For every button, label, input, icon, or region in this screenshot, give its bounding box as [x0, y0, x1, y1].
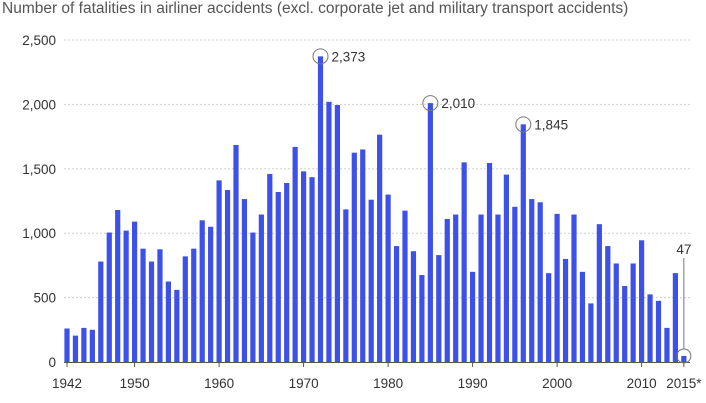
bar	[267, 173, 273, 362]
annotation-marker	[312, 48, 329, 65]
bar	[182, 256, 188, 362]
bar	[410, 251, 417, 362]
bar	[486, 163, 493, 362]
annotation-marker	[422, 95, 439, 112]
x-tick-label: 1980	[373, 376, 403, 391]
bar	[123, 230, 129, 362]
y-tick-label: 500	[33, 291, 56, 306]
bar	[284, 182, 290, 362]
bar	[174, 289, 180, 362]
bar	[89, 329, 95, 362]
bar	[317, 56, 324, 363]
annotation-label: 2,010	[441, 96, 475, 111]
bar	[427, 103, 433, 363]
annotation-marker	[515, 116, 532, 133]
annotation-label: 1,845	[534, 117, 568, 132]
bar	[351, 152, 357, 362]
x-tick-label: 1970	[289, 376, 319, 391]
bar	[613, 263, 619, 362]
bar	[309, 177, 315, 362]
bar	[655, 300, 662, 362]
bar	[326, 101, 332, 362]
bar	[241, 199, 248, 362]
x-tick-label: 2010	[627, 376, 657, 391]
bar	[495, 214, 501, 362]
bar	[436, 255, 442, 362]
bar	[453, 214, 459, 362]
bar	[664, 327, 670, 362]
x-tick-label: 1942	[52, 376, 82, 391]
bar	[115, 210, 121, 362]
bar	[343, 209, 349, 362]
bar	[275, 191, 281, 362]
y-tick-label: 1,000	[22, 226, 56, 241]
bar	[520, 124, 526, 362]
bar	[546, 273, 552, 362]
bar	[588, 303, 594, 362]
bar	[199, 220, 205, 362]
bar	[224, 190, 231, 362]
bar	[72, 335, 79, 362]
bar	[385, 194, 391, 362]
bar	[419, 275, 425, 362]
chart-title: Number of fatalities in airliner acciden…	[2, 0, 629, 17]
bar	[478, 214, 484, 362]
bar	[537, 202, 543, 362]
x-tick-label: 2000	[542, 376, 572, 391]
bar	[393, 246, 400, 362]
bar	[292, 146, 298, 362]
bar	[579, 271, 586, 362]
bar	[98, 261, 104, 362]
bar	[301, 171, 307, 362]
y-tick-label: 0	[48, 355, 56, 370]
annotation-label: 47	[676, 242, 691, 257]
bar	[461, 162, 467, 362]
bar	[216, 180, 222, 362]
bar	[605, 246, 611, 362]
x-tick-label: 2015*	[666, 376, 702, 391]
bar	[596, 224, 602, 362]
bar	[81, 327, 87, 362]
bar	[554, 213, 560, 362]
bar	[377, 134, 383, 362]
bar	[503, 174, 509, 362]
bar	[402, 210, 408, 362]
bar	[140, 248, 146, 362]
bar	[681, 355, 687, 362]
bar	[258, 214, 264, 362]
bar	[368, 199, 374, 362]
bar	[529, 199, 535, 362]
bar	[444, 219, 450, 362]
y-tick-label: 1,500	[22, 162, 56, 177]
y-tick-label: 2,500	[22, 33, 56, 48]
x-tick-label: 1960	[204, 376, 234, 391]
bar	[208, 226, 214, 362]
bar	[64, 328, 70, 362]
bar	[360, 149, 366, 362]
bar	[165, 281, 171, 362]
bar	[148, 261, 155, 362]
bar	[630, 263, 636, 362]
bar	[250, 232, 256, 362]
annotation-label: 2,373	[332, 49, 366, 64]
bar	[571, 214, 577, 362]
bar	[647, 294, 653, 362]
bar	[191, 248, 197, 362]
bar	[622, 286, 628, 362]
bar	[334, 105, 340, 362]
bar	[132, 221, 138, 362]
bar	[672, 273, 678, 362]
bar	[512, 206, 518, 362]
bar	[157, 249, 163, 362]
bar	[639, 240, 645, 362]
bar	[470, 271, 476, 362]
bar	[562, 258, 569, 362]
x-tick-label: 1950	[120, 376, 150, 391]
x-tick-label: 1990	[458, 376, 488, 391]
bar	[233, 144, 239, 362]
bar	[106, 232, 112, 362]
y-tick-label: 2,000	[22, 97, 56, 112]
